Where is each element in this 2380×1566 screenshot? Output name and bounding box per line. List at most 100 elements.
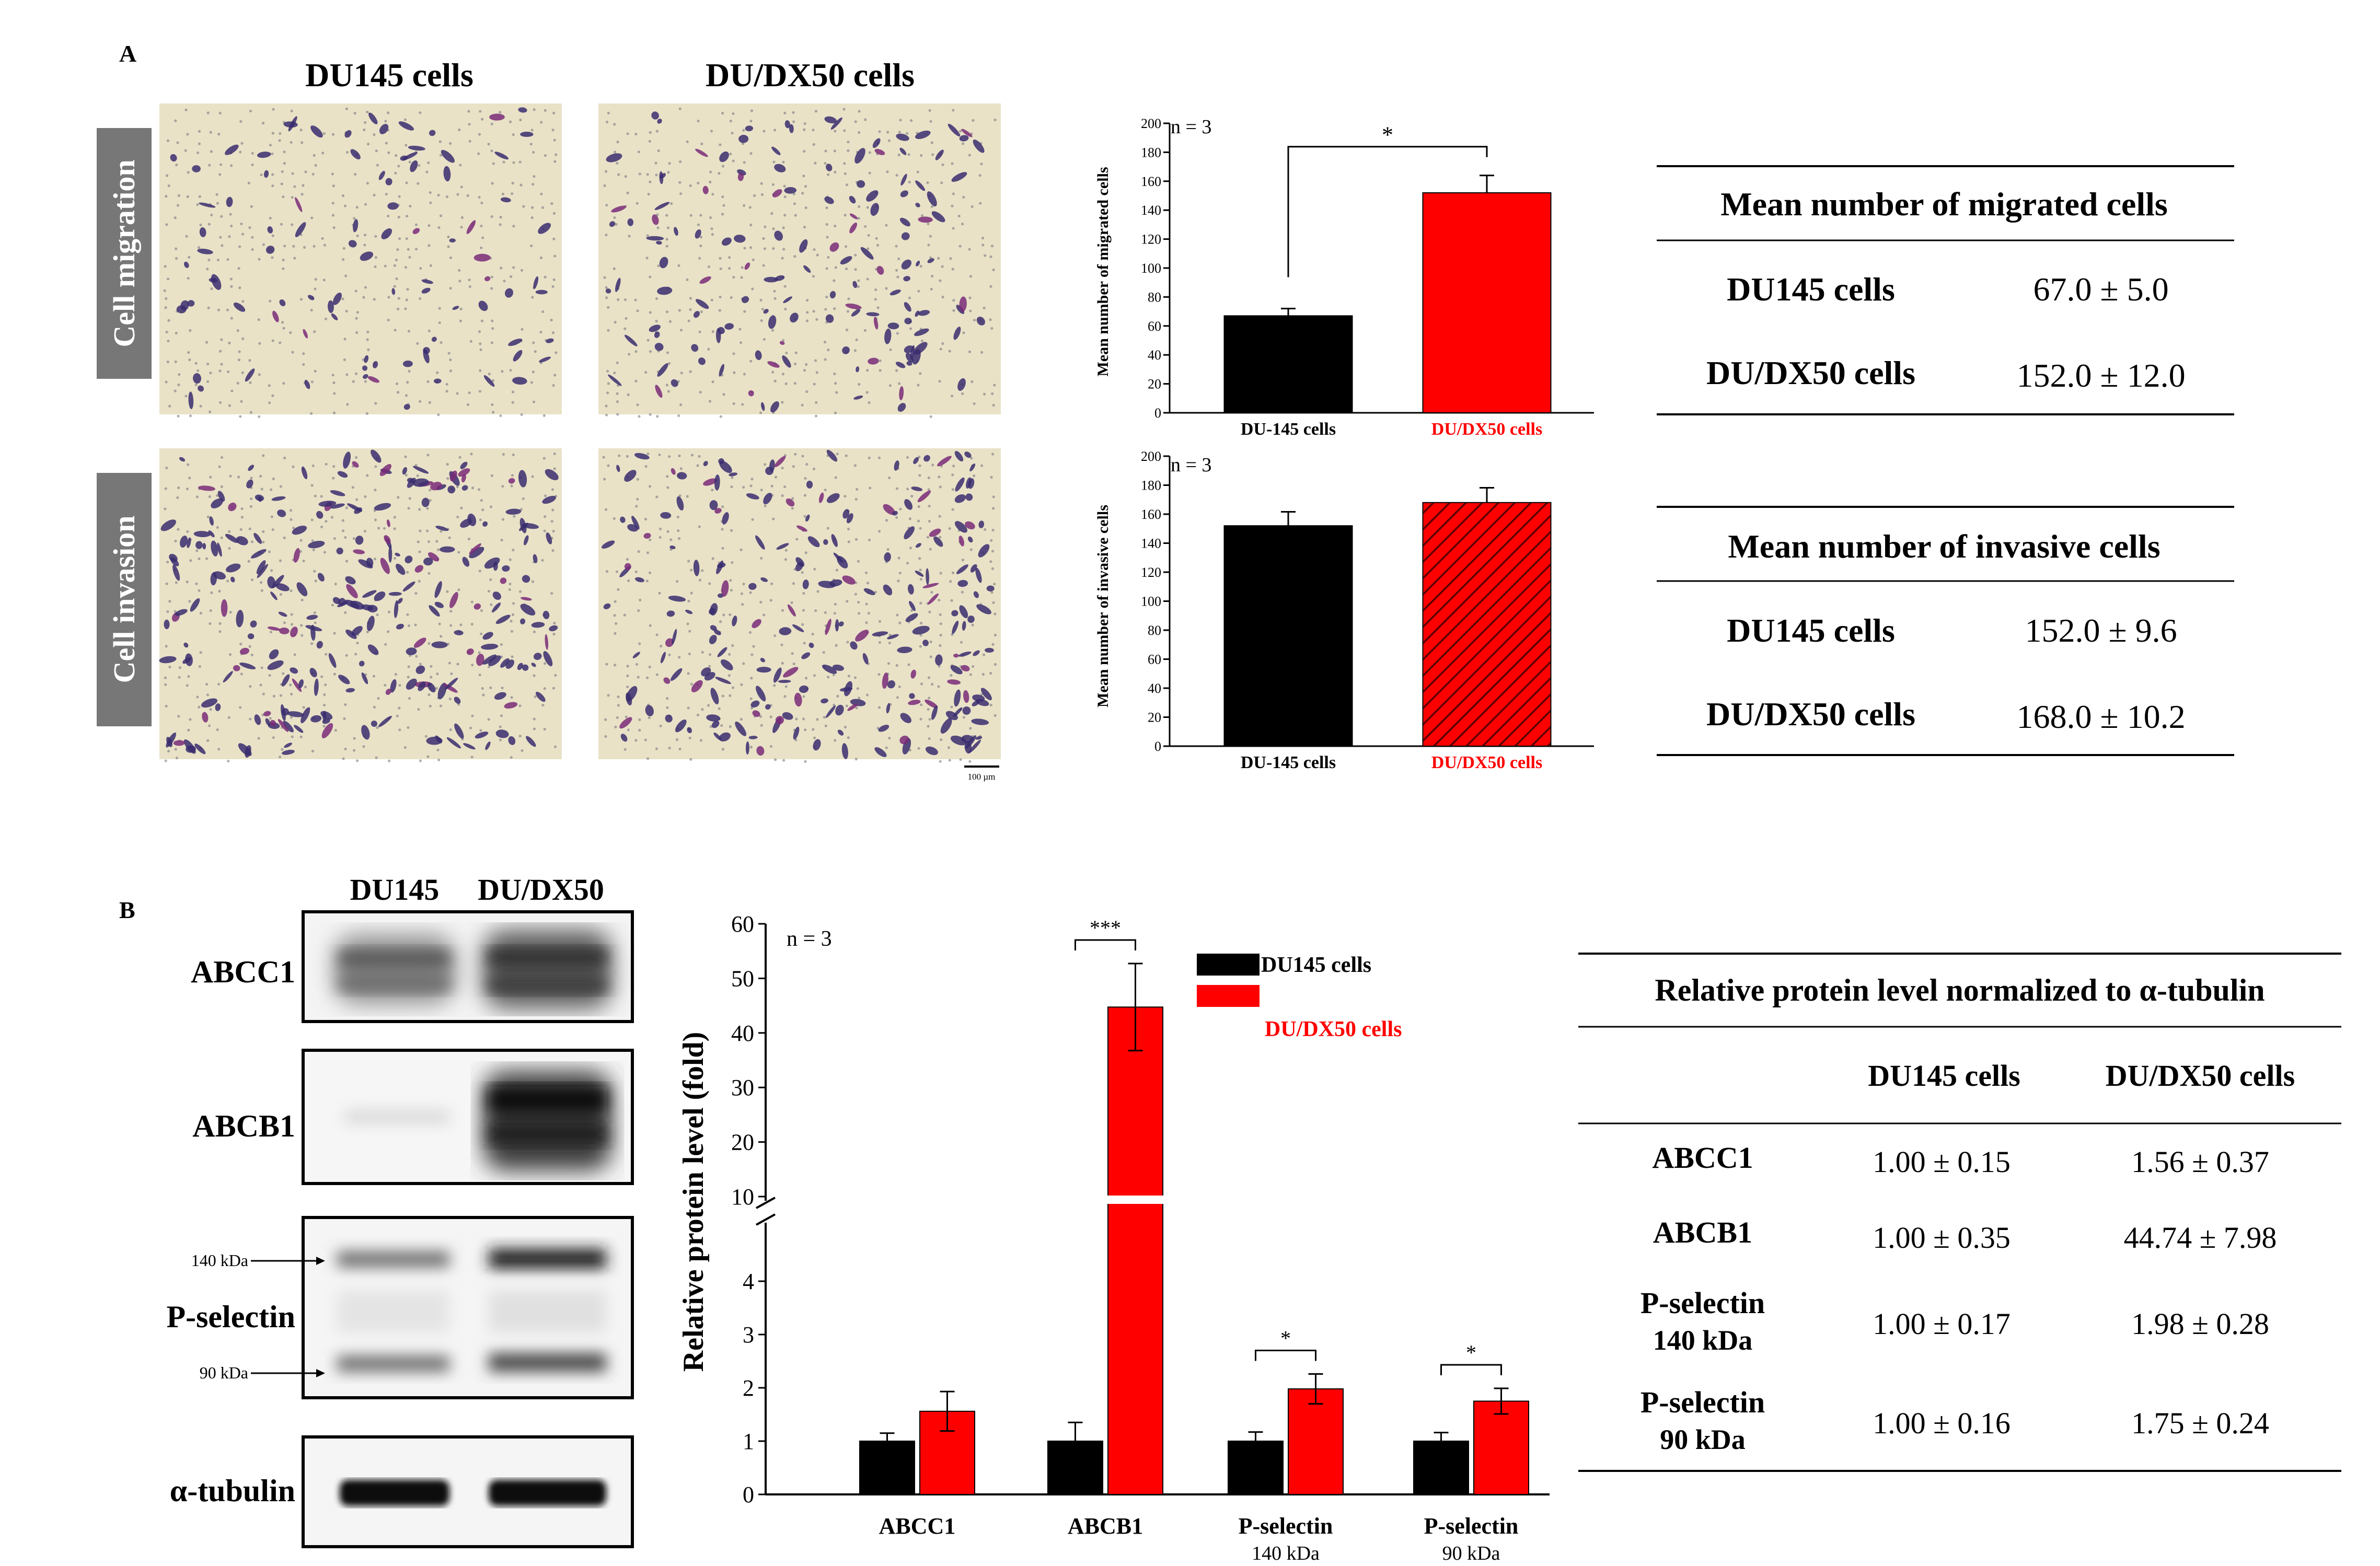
stained-cell [245,368,255,382]
membrane-pore [165,466,168,470]
membrane-pore [363,128,366,132]
membrane-pore [491,379,495,382]
membrane-pore [939,347,942,351]
membrane-pore [854,538,858,541]
membrane-pore [857,217,860,220]
stained-cell [228,502,237,512]
membrane-pore [551,488,554,491]
membrane-pore [469,340,472,343]
membrane-pore [969,727,972,730]
stained-cell [813,739,821,751]
membrane-pore [847,675,851,678]
membrane-pore [323,243,327,247]
stained-cell [317,573,325,582]
stained-cell [635,577,644,583]
membrane-pore [217,748,221,751]
membrane-pore [825,223,828,226]
membrane-pore [456,392,459,395]
membrane-pore [636,497,639,501]
membrane-pore [168,600,171,603]
membrane-pore [939,613,942,616]
membrane-pore [226,308,229,311]
membrane-pore [518,160,522,164]
membrane-pore [510,620,513,623]
membrane-pore [304,170,307,173]
membrane-pore [604,170,608,173]
membrane-pore [752,258,755,261]
marker-label-90: 90 kDa [200,1363,248,1382]
membrane-pore [764,463,767,466]
membrane-pore [310,412,313,415]
membrane-pore [617,588,620,591]
stained-cell [264,170,269,178]
membrane-pore [209,475,212,479]
y-tick-label: 60 [731,911,754,937]
membrane-pore [332,465,336,468]
invasion-row-value-dudx50: 168.0 ± 10.2 [2016,698,2185,735]
membrane-pore [539,330,542,334]
stained-cell [283,121,298,128]
stained-cell [279,627,290,634]
membrane-pore [499,414,502,417]
membrane-pore [543,662,547,665]
membrane-pore [384,264,387,268]
membrane-pore [951,204,954,207]
stained-cell [803,265,811,273]
membrane-pore [668,362,671,365]
membrane-pore [649,350,652,353]
membrane-pore [968,350,972,353]
membrane-pore [616,161,619,165]
stained-cell [522,575,530,583]
stained-cell [976,604,991,614]
membrane-pore [617,173,620,176]
membrane-pore [886,548,889,551]
membrane-pore [542,414,546,417]
membrane-pore [188,256,191,259]
membrane-pore [665,214,668,217]
membrane-pore [636,202,639,205]
membrane-pore [968,154,971,157]
membrane-pore [614,600,617,603]
invasion-table: Mean number of invasive cells DU145 cell… [1657,506,2234,756]
stained-cell [935,149,944,160]
membrane-pore [687,560,690,563]
stained-cell [407,478,414,483]
membrane-pore [489,686,492,689]
membrane-pore [404,265,408,269]
stained-cell [847,703,858,711]
stained-cell [513,350,523,362]
membrane-pore [239,415,242,418]
membrane-pore [207,306,210,309]
membrane-pore [492,162,495,165]
membrane-pore [260,589,263,592]
stained-cell [488,655,501,666]
stained-cell [463,743,476,750]
membrane-pore [740,683,743,687]
stained-cell [406,647,417,655]
membrane-pore [686,622,689,625]
stained-cell [434,601,444,608]
stained-cell [230,576,235,583]
stained-cell [958,536,964,547]
membrane-pore [541,559,544,562]
membrane-pore [993,118,997,122]
membrane-pore [792,582,795,585]
y-tick-label: 60 [1148,652,1161,667]
membrane-pore [239,643,242,646]
membrane-pore [457,588,460,591]
stained-cell [183,642,189,648]
membrane-pore [762,130,766,133]
membrane-pore [814,609,817,612]
stained-cell [187,537,191,548]
stained-cell [386,519,390,527]
membrane-pore [313,154,316,157]
membrane-pore [989,285,992,288]
micrograph-dudx50-migration [598,103,1001,418]
stained-cell [328,300,334,314]
membrane-pore [764,225,767,228]
membrane-pore [962,195,965,199]
membrane-pore [344,536,347,539]
membrane-pore [815,318,818,321]
membrane-pore [749,359,753,363]
membrane-pore [781,662,784,665]
